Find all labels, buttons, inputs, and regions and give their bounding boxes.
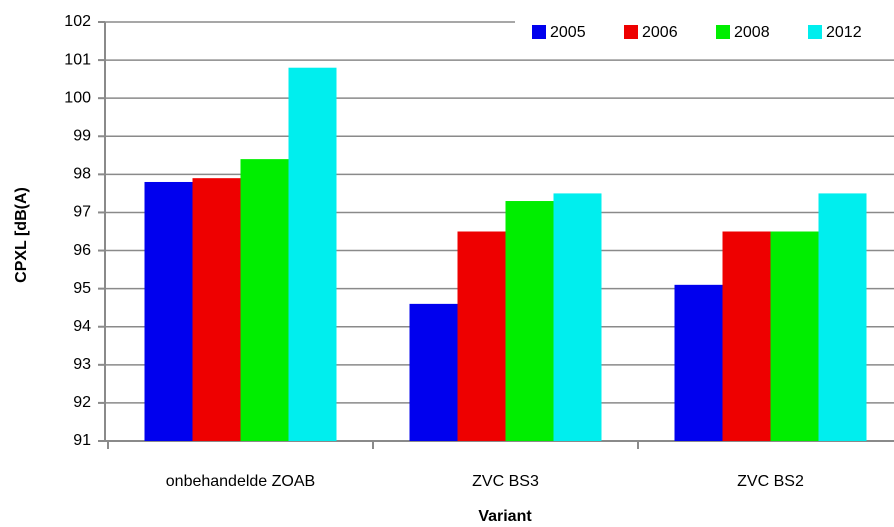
bar (144, 181, 193, 441)
legend-swatch (808, 25, 822, 39)
bar (505, 201, 554, 441)
bar (288, 67, 337, 441)
legend-label: 2012 (826, 24, 862, 41)
bar (818, 193, 867, 441)
y-tick-label: 101 (64, 51, 91, 68)
y-tick-label: 100 (64, 89, 91, 106)
y-tick-label: 96 (73, 242, 91, 259)
bar (722, 231, 771, 441)
y-tick-label: 99 (73, 127, 91, 144)
legend-label: 2005 (550, 24, 586, 41)
bar (674, 284, 723, 441)
bar (457, 231, 506, 441)
x-tick-label: ZVC BS2 (737, 473, 804, 490)
y-tick-label: 102 (64, 13, 91, 30)
legend-box (515, 15, 894, 49)
bar (409, 303, 458, 441)
bar (553, 193, 602, 441)
y-tick-label: 98 (73, 166, 91, 183)
bar (240, 159, 289, 442)
y-tick-label: 91 (73, 432, 91, 449)
legend-label: 2006 (642, 24, 678, 41)
legend-label: 2008 (734, 24, 770, 41)
x-axis-title: Variant (478, 508, 532, 525)
legend-swatch (716, 25, 730, 39)
legend-swatch (624, 25, 638, 39)
y-tick-label: 95 (73, 280, 91, 297)
y-tick-label: 93 (73, 356, 91, 373)
y-tick-label: 97 (73, 204, 91, 221)
y-tick-label: 92 (73, 394, 91, 411)
bar (192, 178, 241, 441)
y-axis-title: CPXL [dB(A) (13, 187, 30, 283)
x-tick-label: onbehandelde ZOAB (166, 473, 315, 490)
y-tick-label: 94 (73, 318, 91, 335)
x-tick-label: ZVC BS3 (472, 473, 539, 490)
bar (770, 231, 819, 441)
legend-swatch (532, 25, 546, 39)
